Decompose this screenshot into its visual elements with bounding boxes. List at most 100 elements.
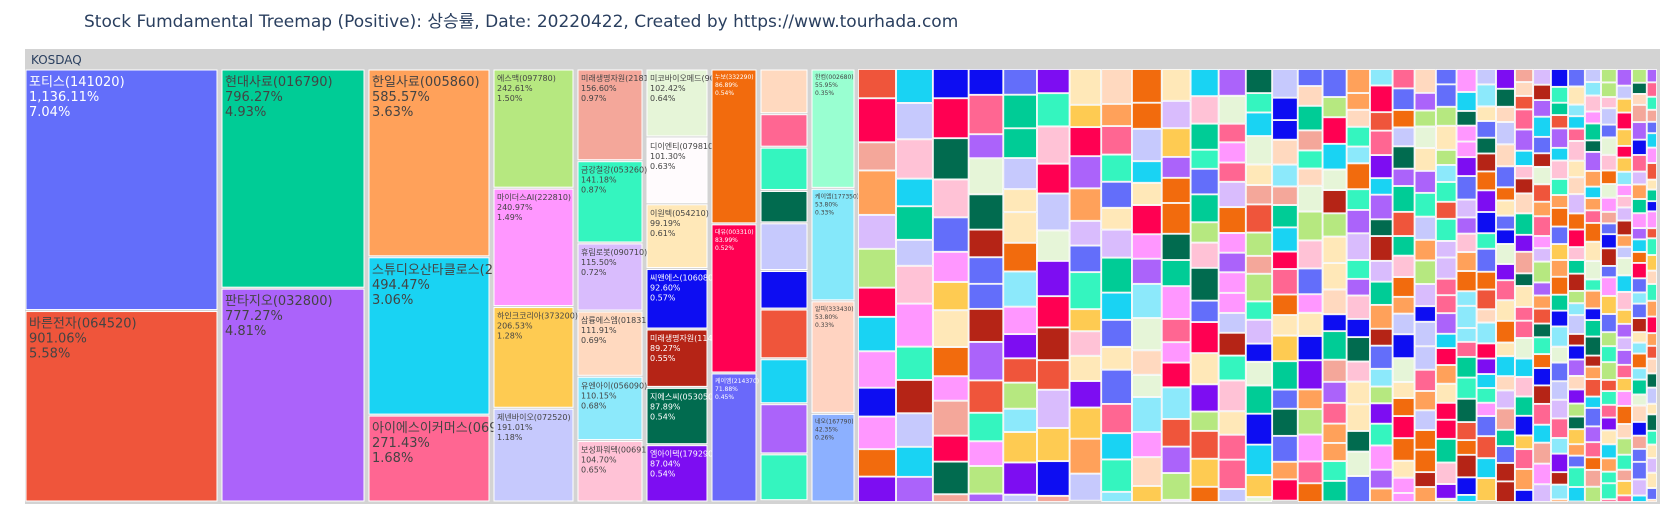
treemap-tile-small[interactable]: [1616, 157, 1632, 172]
treemap-tile-small[interactable]: [1297, 105, 1323, 131]
treemap-tile-small[interactable]: [1414, 260, 1436, 284]
treemap-tile-small[interactable]: [1069, 272, 1102, 310]
treemap-tile-small[interactable]: [1496, 187, 1515, 201]
treemap-tile-small[interactable]: [1414, 369, 1436, 391]
treemap-tile-small[interactable]: [1272, 294, 1298, 315]
treemap-tile-small[interactable]: [1496, 300, 1515, 321]
treemap-tile-small[interactable]: [1245, 319, 1273, 344]
treemap-tile-small[interactable]: [1297, 268, 1323, 295]
treemap-tile-small[interactable]: [1568, 273, 1585, 291]
treemap-tile-small[interactable]: [1551, 102, 1569, 115]
treemap-tile-small[interactable]: [1272, 435, 1298, 462]
treemap-tile-small[interactable]: [1533, 282, 1551, 296]
treemap-tile-small[interactable]: [1132, 69, 1162, 103]
treemap-tile-small[interactable]: [1414, 192, 1436, 217]
treemap-tile-small[interactable]: [1037, 193, 1070, 231]
treemap-tile-small[interactable]: [1533, 368, 1551, 386]
treemap-tile-small[interactable]: [1245, 112, 1273, 136]
treemap-tile-small[interactable]: [1568, 403, 1585, 417]
treemap-tile-small[interactable]: [1568, 375, 1585, 390]
treemap-tile-small[interactable]: [1069, 381, 1102, 408]
treemap-tile-small[interactable]: [1435, 241, 1457, 258]
treemap-tile-small[interactable]: [1584, 308, 1601, 320]
treemap-tile-small[interactable]: [1601, 170, 1617, 184]
treemap-tile-small[interactable]: [1533, 136, 1551, 154]
treemap-tile-small[interactable]: [1003, 189, 1037, 213]
treemap-tile-small[interactable]: [1601, 69, 1617, 83]
treemap-tile-small[interactable]: [1551, 244, 1569, 260]
treemap-tile-small[interactable]: [1456, 233, 1477, 253]
treemap-tile-small[interactable]: [1616, 391, 1632, 406]
treemap-tile-small[interactable]: [1003, 408, 1037, 432]
tile-rect[interactable]: [646, 387, 708, 445]
treemap-tile-small[interactable]: [1392, 127, 1415, 147]
treemap-tile-small[interactable]: [1322, 381, 1347, 403]
treemap-tile-small[interactable]: [1584, 140, 1601, 152]
treemap-tile-small[interactable]: [1584, 486, 1601, 502]
treemap-tile-small[interactable]: [1069, 407, 1102, 439]
treemap-tile-small[interactable]: [1496, 481, 1515, 502]
treemap-tile-small[interactable]: [1435, 295, 1457, 314]
treemap-tile-small[interactable]: [1190, 267, 1219, 301]
treemap-tile-small[interactable]: [1533, 295, 1551, 309]
treemap-tile-small[interactable]: [1392, 110, 1415, 128]
treemap-tile-small[interactable]: [1218, 142, 1246, 163]
treemap-tile-small[interactable]: [858, 142, 896, 171]
treemap-tile-small[interactable]: [1414, 126, 1436, 148]
treemap-tile-small[interactable]: [1584, 355, 1601, 367]
treemap-tile-small[interactable]: [1533, 337, 1551, 355]
treemap-tile-small[interactable]: [1533, 100, 1551, 117]
treemap-tile-small[interactable]: [1370, 445, 1393, 470]
treemap-tile-small[interactable]: [1646, 238, 1657, 255]
treemap-tile-small[interactable]: [1632, 199, 1647, 214]
treemap-tile-small[interactable]: [896, 239, 933, 266]
treemap-tile-small[interactable]: [1632, 495, 1647, 502]
treemap-tile-small[interactable]: [1346, 295, 1370, 319]
treemap-tile-small[interactable]: [1297, 168, 1323, 186]
treemap-tile-small[interactable]: [1272, 389, 1298, 409]
tile-rect[interactable]: [646, 137, 708, 204]
treemap-tile-small[interactable]: [1646, 163, 1657, 180]
treemap-tile-small[interactable]: [1346, 93, 1370, 110]
treemap-tile-small[interactable]: [1346, 451, 1370, 476]
treemap-tile-small[interactable]: [1514, 320, 1534, 338]
treemap-tile-small[interactable]: [1414, 430, 1436, 450]
treemap-tile-small[interactable]: [1435, 419, 1457, 439]
treemap-tile-small[interactable]: [1037, 69, 1070, 94]
treemap-tile-small[interactable]: [1584, 407, 1601, 427]
tile-rect[interactable]: [577, 69, 643, 161]
treemap-tile-small[interactable]: [1272, 408, 1298, 436]
treemap-tile-small[interactable]: [1435, 462, 1457, 484]
treemap-tile-small[interactable]: [1551, 147, 1569, 161]
treemap-tile-small[interactable]: [1514, 166, 1534, 179]
treemap-tile-small[interactable]: [1346, 404, 1370, 431]
treemap-tile-small[interactable]: [1101, 403, 1132, 434]
treemap-tile[interactable]: 하인크코리아(373200)206.53%1.28%: [493, 307, 578, 408]
treemap-tile-small[interactable]: [1584, 171, 1601, 187]
treemap-tile[interactable]: 네오(167790)42.35%0.26%: [811, 413, 855, 502]
treemap-tile-small[interactable]: [1568, 429, 1585, 445]
treemap-tile-small[interactable]: [1584, 151, 1601, 171]
treemap-tile-small[interactable]: [1414, 284, 1436, 307]
treemap-tile-small[interactable]: [1392, 398, 1415, 416]
treemap-tile-small[interactable]: [1272, 139, 1298, 165]
treemap-tile-small[interactable]: [1370, 368, 1393, 387]
treemap-tile-small[interactable]: [1476, 233, 1496, 249]
treemap-tile-small[interactable]: [1435, 106, 1457, 126]
treemap-tile-small[interactable]: [1616, 235, 1632, 247]
treemap-tile-small[interactable]: [1632, 239, 1647, 252]
treemap-tile-small[interactable]: [968, 229, 1004, 258]
treemap-tile-small[interactable]: [1370, 423, 1393, 446]
treemap-tile-small[interactable]: [1533, 216, 1551, 236]
tile-rect[interactable]: [811, 188, 855, 301]
tile-rect[interactable]: [811, 413, 855, 502]
treemap-tile-small[interactable]: [1435, 201, 1457, 219]
treemap-tile-small[interactable]: [1496, 106, 1515, 122]
treemap-tile-small[interactable]: [1003, 334, 1037, 359]
treemap-tile-small[interactable]: [1370, 194, 1393, 220]
treemap-tile-small[interactable]: [1392, 236, 1415, 256]
treemap-tile-small[interactable]: [1322, 262, 1347, 290]
treemap-tile-small[interactable]: [1601, 417, 1617, 431]
treemap-tile-small[interactable]: [1370, 281, 1393, 305]
treemap-tile-small[interactable]: [1272, 205, 1298, 228]
